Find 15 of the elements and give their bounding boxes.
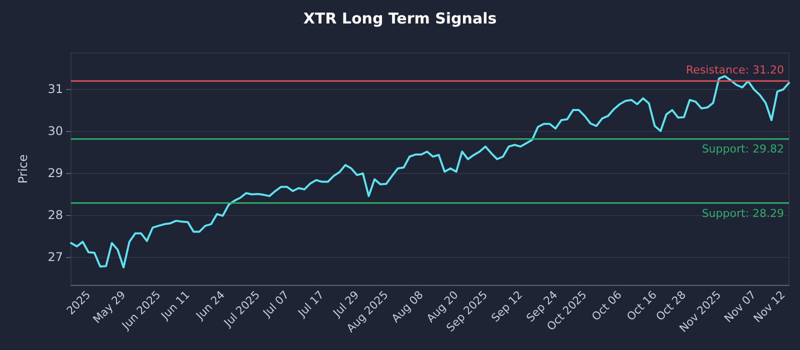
y-tick-label: 30 [48,124,63,138]
ref-line-label: Support: 29.82 [702,142,784,156]
x-tick-label: Jul 07 [260,288,292,320]
y-tick-label: 27 [48,250,63,264]
x-tick-label: Jul 17 [294,288,327,320]
y-tick-label: 29 [48,166,63,180]
line-series [70,75,790,268]
y-axis-title: Price [16,154,30,184]
y-tick-label: 31 [48,82,63,96]
y-tick-label: 28 [48,208,63,222]
ref-line-label: Support: 28.29 [702,206,784,220]
x-tick-label: Sep 12 [488,288,526,325]
ref-line-label: Resistance: 31.20 [686,64,784,77]
chart-title: XTR Long Term Signals [303,10,497,28]
x-tick-label: Oct 06 [589,288,624,324]
